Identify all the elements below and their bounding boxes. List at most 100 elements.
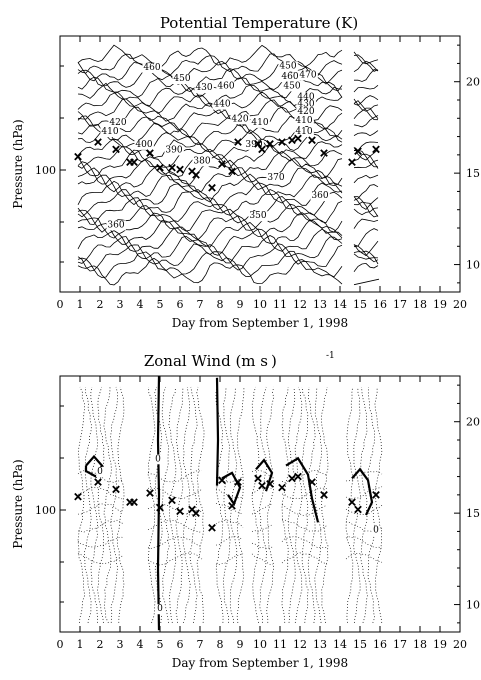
contour-label: 420 [297, 107, 314, 117]
x-tick-label: 10 [253, 298, 267, 311]
x-tick-label: 11 [273, 298, 287, 311]
isentrope [353, 207, 379, 216]
isentrope [353, 278, 380, 286]
contour-labels: 0 0 0 0 [96, 454, 381, 615]
contour-label-halo [280, 72, 300, 83]
wind-contour-negative [345, 536, 383, 549]
isentrope [77, 219, 343, 248]
wind-contour-negative [215, 519, 244, 528]
wind-contour-negative [352, 386, 361, 623]
x-tick-label: 9 [237, 638, 244, 651]
wind-contour-negative [282, 519, 328, 532]
isentrope [353, 146, 379, 161]
isentrope [353, 107, 379, 120]
tropopause-marker [192, 509, 200, 517]
wind-contour-negative [223, 386, 231, 623]
tropopause-marker [168, 163, 176, 172]
contour-label-halo [296, 99, 316, 110]
wind-contour-zero [156, 375, 161, 631]
contour-label-halo [108, 117, 128, 128]
isentrope [77, 196, 343, 225]
contour-label: 450 [283, 81, 300, 91]
wind-contour-negative [345, 471, 383, 482]
tropopause-marker [176, 507, 184, 516]
x-tick-label: 7 [197, 638, 204, 651]
contour-label-halo [250, 117, 270, 128]
tropopause-marker [308, 478, 316, 486]
wind-contour-negative [189, 386, 198, 623]
chart-title: Zonal Wind (m s [144, 352, 268, 370]
x-tick-label: 13 [313, 298, 327, 311]
isentrope [353, 69, 379, 82]
right-tick-label: 10 [466, 599, 480, 612]
y-tick-label: 100 [35, 504, 56, 517]
isentrope [77, 203, 343, 233]
plot-frame [59, 375, 461, 633]
wind-contour-negative [215, 503, 244, 515]
tropopause-marker [234, 138, 242, 146]
wind-contour-negative [287, 386, 296, 623]
isentrope [353, 262, 379, 272]
right-tick-label: 10 [466, 259, 480, 272]
wind-contour-negative [117, 386, 125, 623]
contour-label-halo [294, 116, 314, 127]
wind-contour-negative [281, 536, 328, 549]
contour-lines [77, 44, 380, 286]
wind-contour-negative [266, 386, 275, 623]
x-tick-label: 12 [293, 638, 307, 651]
right-tick-label: 15 [466, 507, 480, 520]
isentrope [77, 250, 343, 279]
x-tick-label: 17 [393, 638, 407, 651]
x-axis-label: Day from September 1, 1998 [172, 656, 348, 670]
contour-label-halo [372, 525, 381, 536]
contour-label: 410 [101, 127, 118, 137]
wind-contour-negative [345, 504, 383, 516]
right-axis: 10 15 20 [454, 44, 480, 284]
x-tick-label: 5 [157, 298, 164, 311]
contour-label: 390 [165, 145, 182, 155]
isentrope [353, 100, 379, 121]
wind-contour-negative [90, 386, 99, 623]
wind-contour-negative [360, 386, 368, 624]
x-tick-label: 1 [77, 638, 84, 651]
tropopause-marker [266, 480, 274, 488]
tropopause-marker [254, 474, 262, 483]
tropopause-marker [308, 136, 316, 145]
tropopause-marker [320, 149, 328, 157]
tropopause-marker [258, 481, 266, 490]
wind-contour-negative [175, 386, 184, 623]
x-tick-label: 18 [413, 638, 427, 651]
x-tick-label: 7 [197, 298, 204, 311]
x-tick-label: 1 [77, 298, 84, 311]
wind-contour-negative [281, 470, 328, 484]
isentrope [353, 184, 379, 201]
tropopause-marker [372, 491, 380, 499]
tropopause-marker [228, 167, 236, 176]
isentrope [353, 95, 379, 106]
contour-label: 360 [311, 191, 328, 201]
x-tick-label: 18 [413, 298, 427, 311]
tropopause-marker [278, 483, 286, 492]
isentrope [353, 153, 379, 169]
isentrope [353, 130, 379, 137]
wind-contour-negative [259, 386, 267, 623]
wind-contour-negative [77, 519, 124, 533]
contour-label: 0 [155, 454, 161, 464]
wind-contour-negative [168, 386, 177, 623]
wind-contour-negative [147, 520, 203, 533]
isentrope [77, 212, 343, 241]
isentrope [353, 115, 379, 128]
wind-contour-negative [251, 486, 274, 495]
contour-label: 460 [143, 63, 160, 73]
tropopause-marker [208, 183, 216, 192]
tropopause-marker [168, 496, 176, 505]
x-tick-label: 6 [177, 638, 184, 651]
isentrope [353, 141, 379, 151]
contour-label: 470 [299, 70, 316, 80]
y-axis-label: Pressure (hPa) [11, 119, 25, 208]
tropopause-marker [288, 474, 296, 483]
contour-label: 0 [157, 604, 163, 614]
x-tick-label: 14 [333, 638, 347, 651]
